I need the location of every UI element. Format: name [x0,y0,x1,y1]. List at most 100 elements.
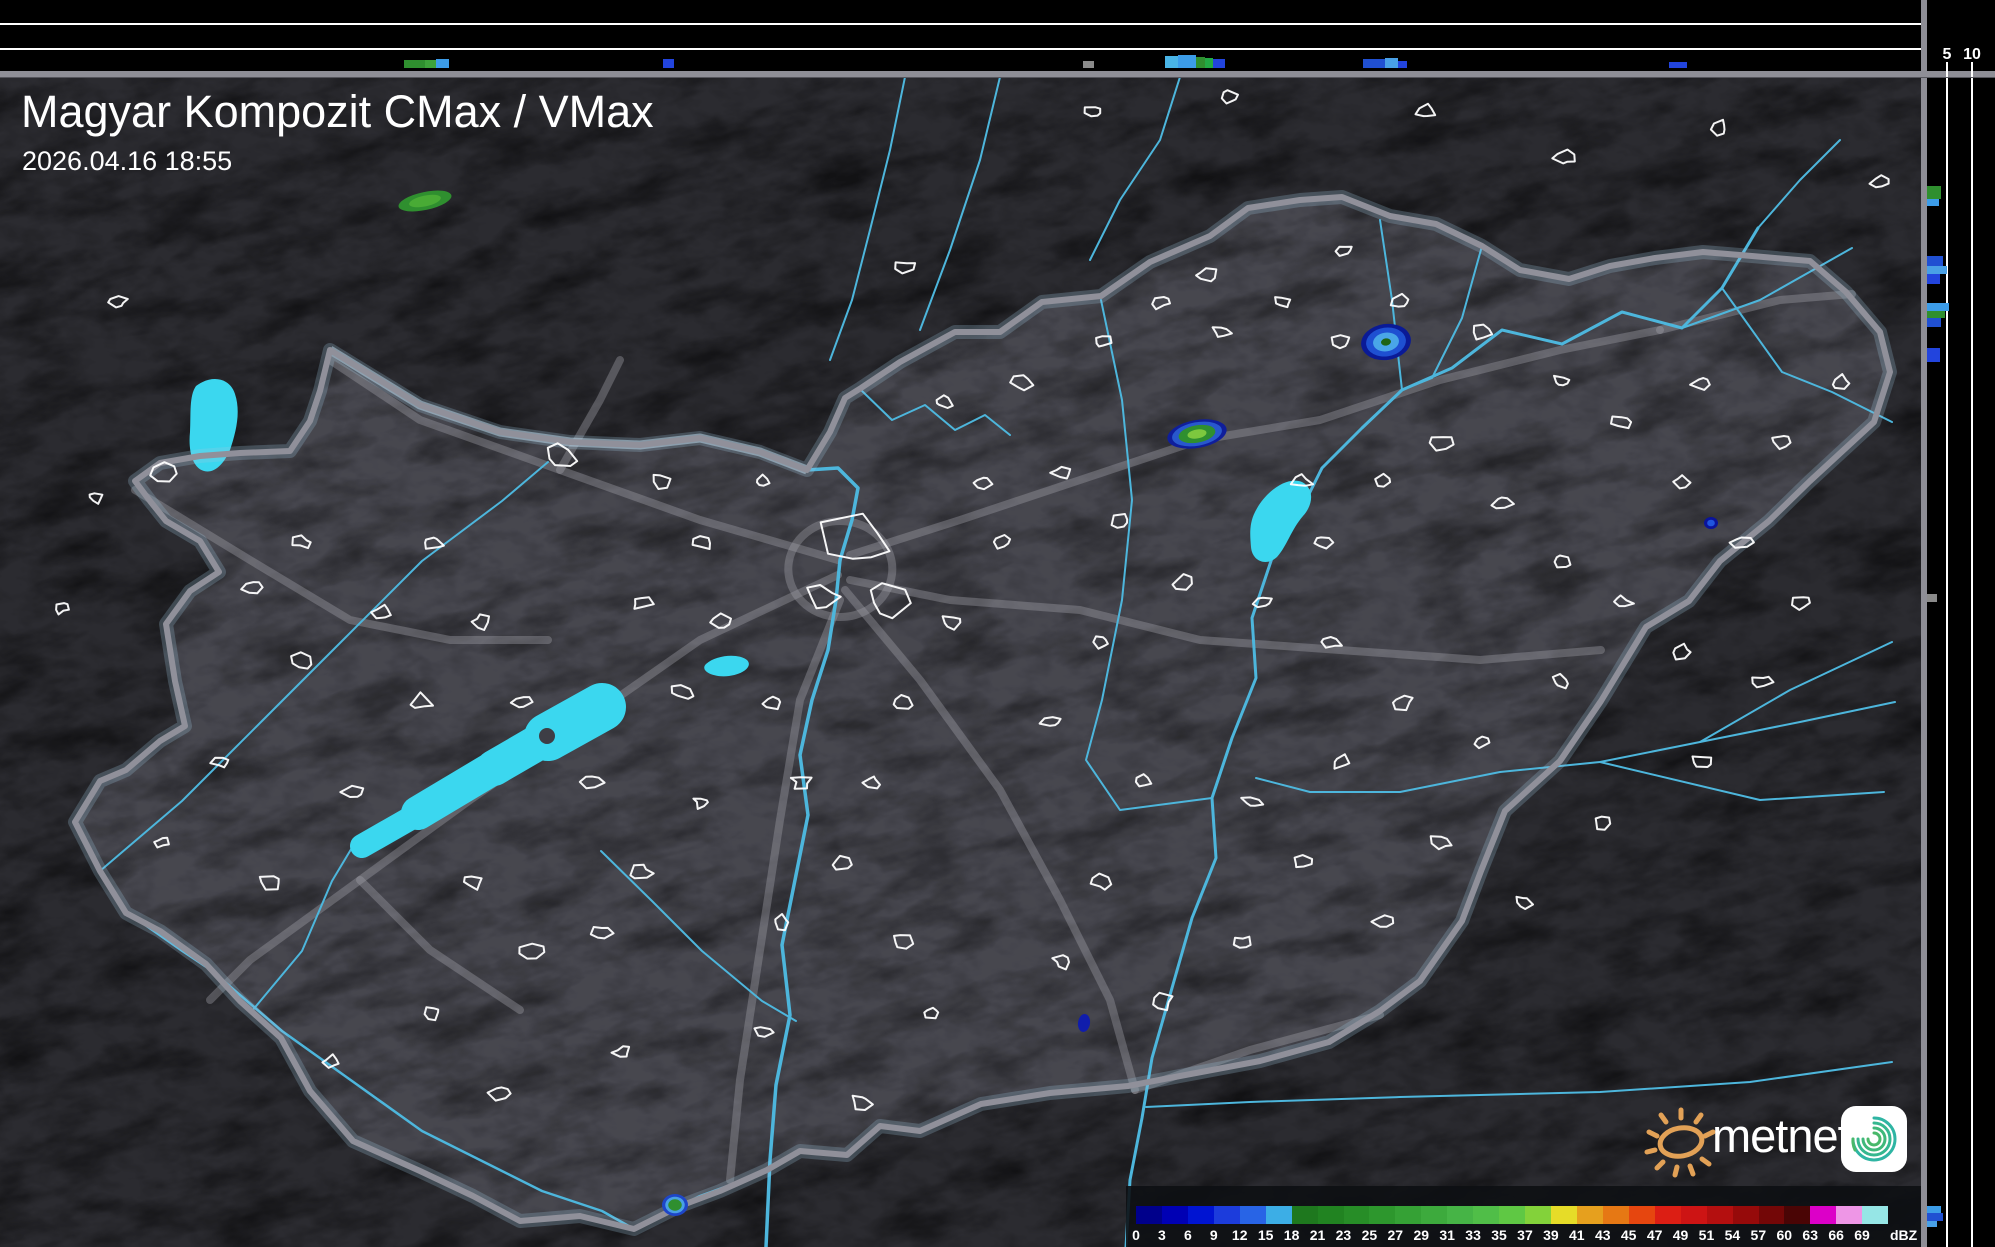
town-outline [578,775,606,790]
lake-balaton [524,683,626,761]
town-outline [589,926,615,940]
river [251,840,357,1012]
echo-top-mark [1927,1213,1943,1221]
legend-tick-label: 45 [1620,1227,1637,1243]
legend-segment [1551,1206,1577,1224]
town-outline [1672,642,1692,661]
echo-top-mark [436,59,449,68]
town-outline [1334,245,1353,257]
town-outline [1370,914,1395,928]
legend-tick-label: 69 [1854,1227,1870,1243]
legend-tick-label: 41 [1569,1227,1585,1243]
town-outline [424,536,445,550]
town-outline [291,534,312,550]
app-icon [1841,1106,1907,1172]
town-outline [1553,554,1572,569]
river [1681,247,1853,329]
town-outline [819,512,891,560]
legend-segment [1161,1206,1188,1224]
echo-top-mark [1927,186,1941,199]
tihany-peninsula [539,728,555,744]
river [600,850,797,1022]
town-outline [806,584,842,610]
town-outline [1171,573,1193,591]
echo-top-mark [404,60,425,68]
legend-tick-label: 3 [1158,1227,1166,1243]
town-outline [1490,496,1515,510]
echo-top-mark [1213,59,1225,68]
river [1145,1061,1893,1108]
height-axis-label: 5 [1942,46,1952,63]
town-outline [1051,954,1070,971]
town-outline [1868,174,1890,189]
map-edge-line [1921,0,1927,1247]
legend-tick-label: 27 [1387,1227,1404,1243]
lake-tisza [1250,480,1312,562]
town-outline [258,875,280,891]
town-outline [88,492,104,505]
town-outline [709,612,732,629]
legend-segment [1862,1206,1889,1224]
echo-top-mark [1927,318,1941,327]
town-outline [107,295,129,309]
legend-segment [1836,1206,1863,1224]
town-outline [1728,536,1755,549]
echo-s-dot [1077,1014,1091,1032]
legend-tick-label: 47 [1646,1227,1663,1243]
echo-top-mark [1927,348,1940,362]
echo-top-mark [1178,55,1196,68]
river [1089,77,1181,261]
town-outline [1152,991,1174,1012]
town-outline [1771,435,1792,451]
town-outline [423,1006,440,1022]
river [860,389,1011,436]
town-outline [518,942,546,960]
legend-segment [1421,1206,1448,1224]
legend-segment [1187,1206,1214,1224]
town-outline [692,797,709,810]
legend-tick-label: 54 [1724,1227,1741,1243]
echo-top-mark [1196,57,1205,68]
legend-segment [1758,1206,1785,1224]
river [1401,245,1483,391]
town-outline [1389,292,1410,308]
town-outline [1689,377,1711,391]
town-outline [892,694,914,710]
echo-ne-blue [1381,338,1391,346]
town-outline [55,602,70,616]
town-outline [629,863,655,880]
dbz-legend: 0 3 6 9 12 15 18 21 23 25 27 29 31 33 35 37 39 41 43 45 47 49… [1126,1186,1921,1247]
town-outline [1791,596,1811,611]
town-outline [370,603,392,620]
road [846,326,1664,559]
legend-tick-label: 57 [1750,1227,1767,1243]
legend-tick-label: 39 [1543,1227,1559,1243]
town-outline [972,476,994,491]
timestamp: 2026.04.16 18:55 [22,146,233,176]
river [99,461,549,872]
town-outline [753,1026,775,1038]
brand-name: metnet [1712,1109,1851,1162]
legend-tick-label: 35 [1491,1227,1507,1243]
legend-segment [1732,1206,1759,1224]
town-outline [1330,334,1351,350]
town-outline [1709,118,1726,137]
town-outline [861,775,881,790]
river [1085,299,1213,811]
legend-tick-label: 60 [1776,1227,1793,1243]
town-outline [894,261,917,275]
river [1721,287,1893,423]
legend-segment [1654,1206,1681,1224]
legend-tick-label: 25 [1361,1227,1378,1243]
legend-segment [1136,1206,1162,1224]
town-outline [1049,465,1072,480]
legend-segment [1602,1206,1629,1224]
legend-segment [1784,1206,1811,1224]
lake-velence [704,655,749,677]
legend-tick-label: 37 [1517,1227,1533,1243]
town-outline [610,1045,631,1058]
town-outline [1092,635,1109,650]
river [1757,139,1841,229]
